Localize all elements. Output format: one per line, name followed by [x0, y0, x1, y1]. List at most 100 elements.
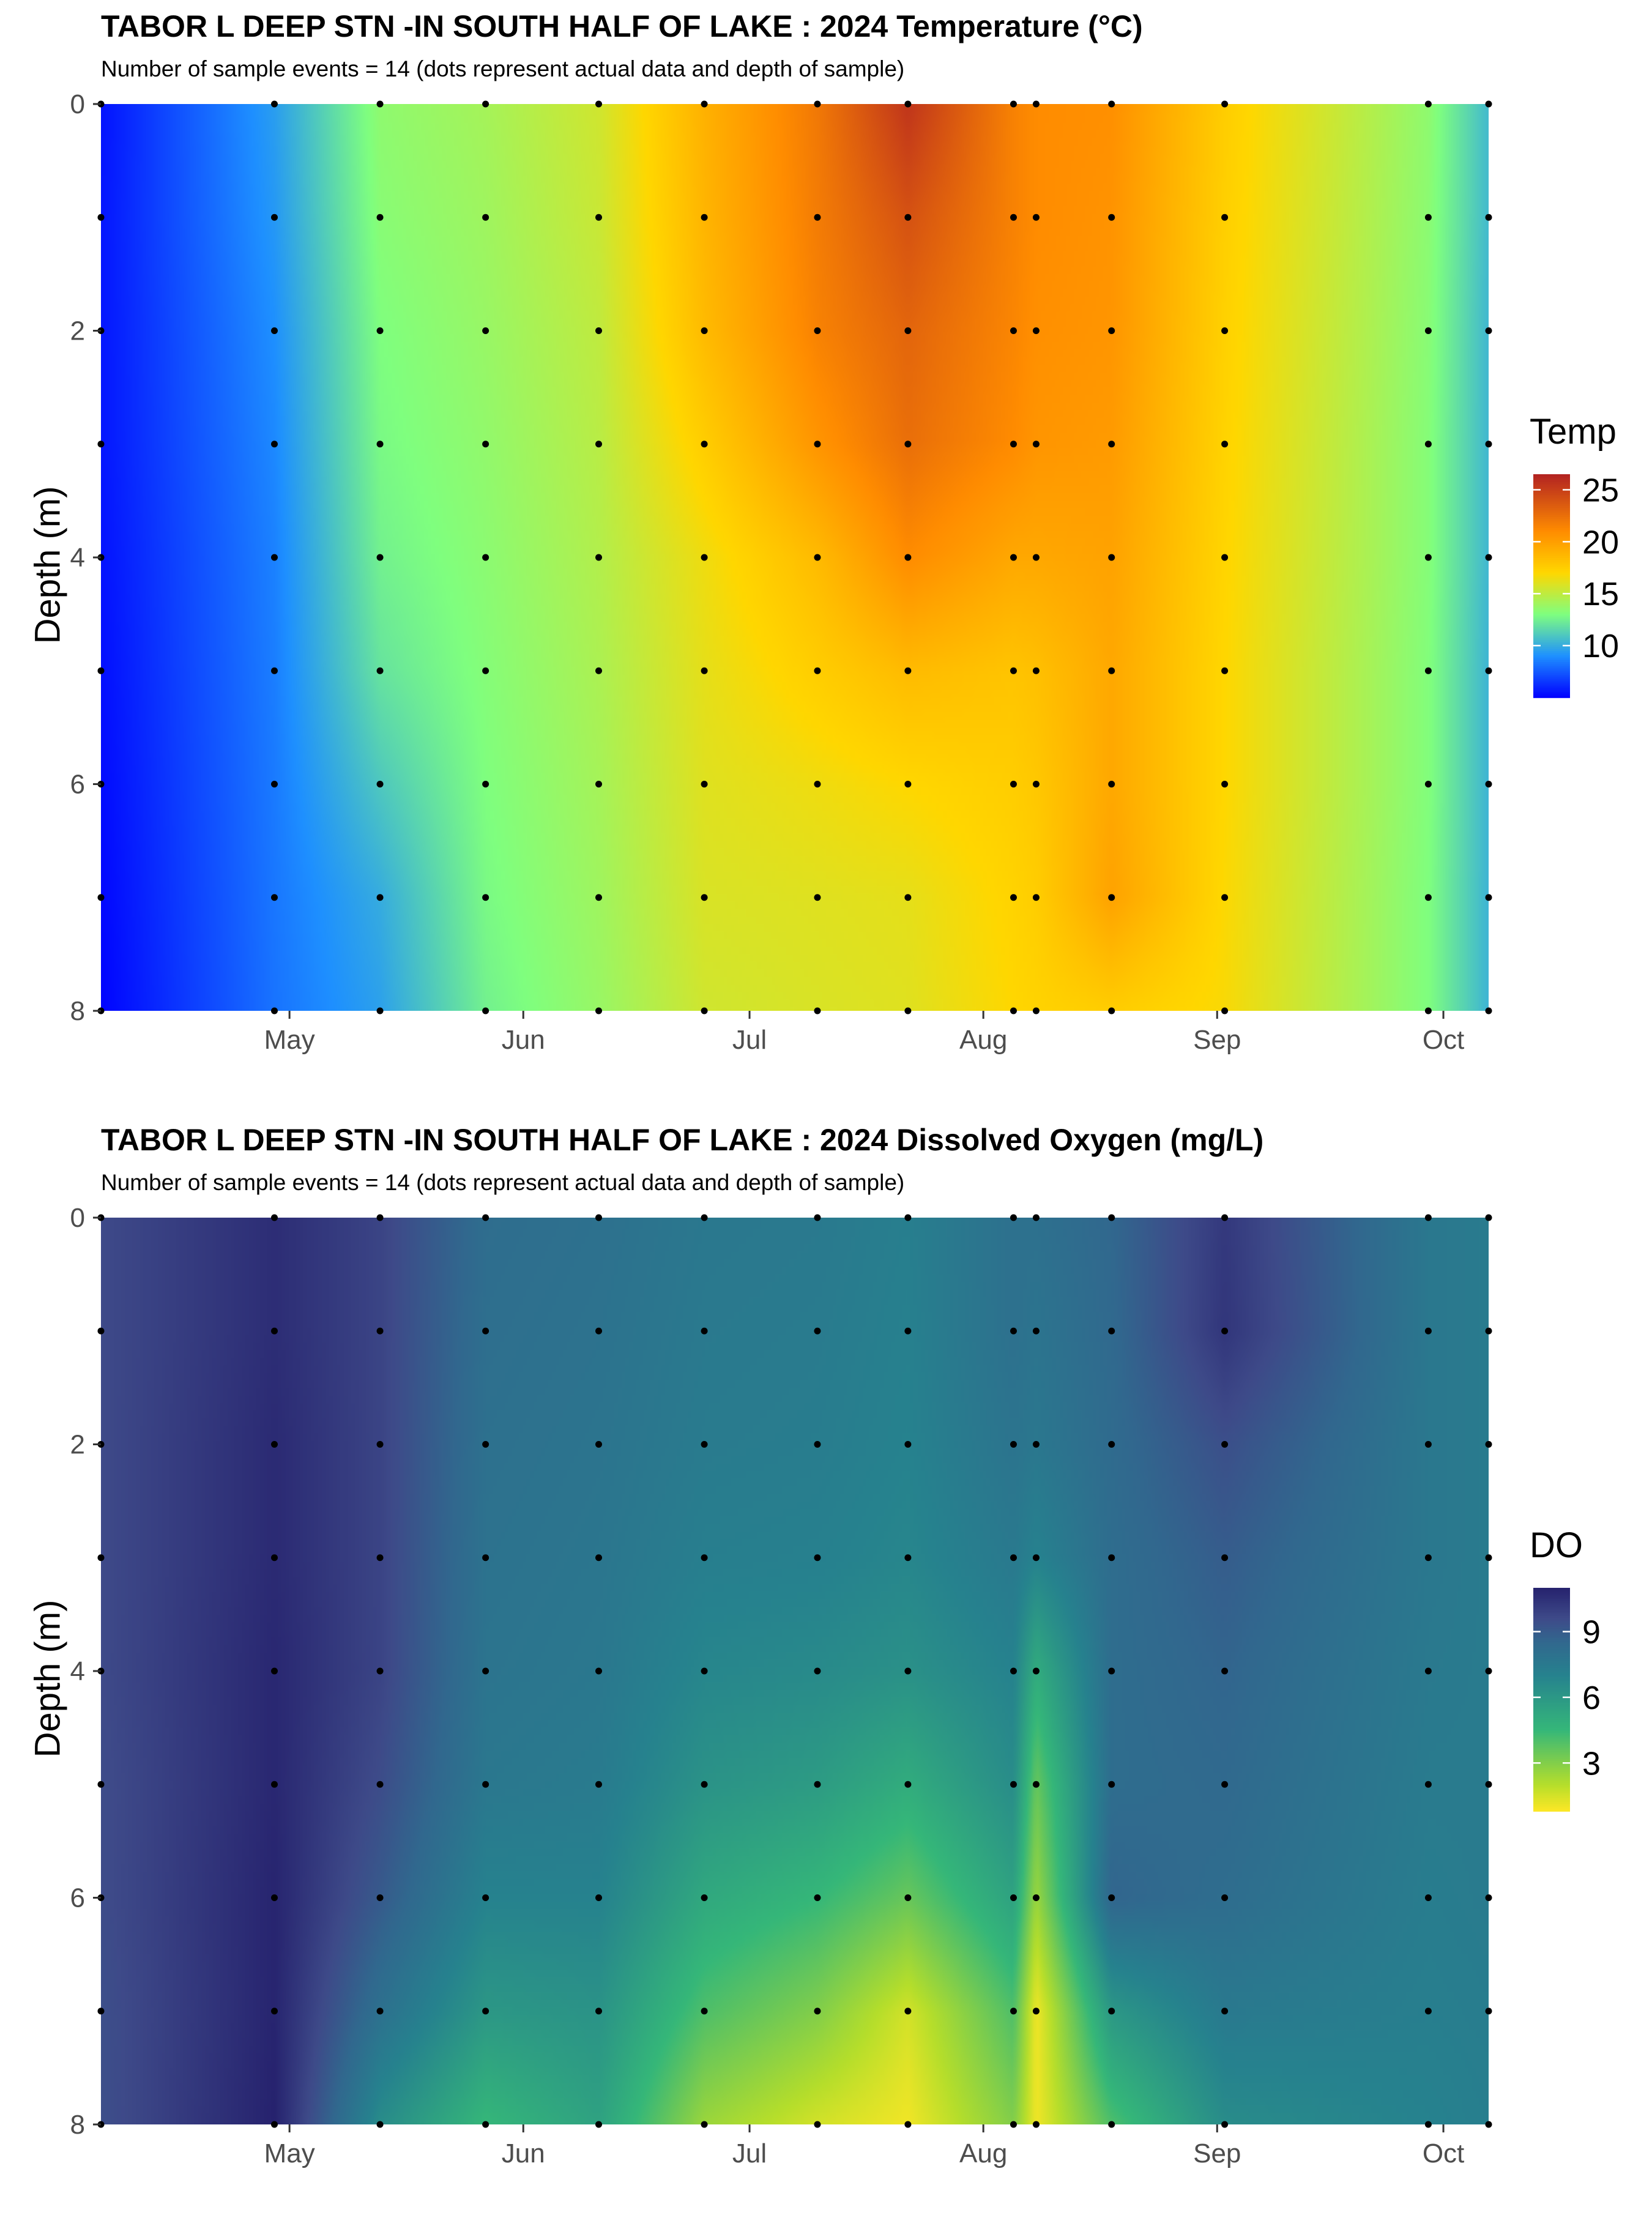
- sample-dot: [376, 1214, 384, 1221]
- legend-colorbar-segment: [1533, 1685, 1570, 1688]
- legend-colorbar-segment: [1533, 1803, 1570, 1806]
- sample-dot: [1108, 1554, 1115, 1562]
- legend-colorbar-segment: [1533, 641, 1570, 644]
- sample-dot: [701, 1007, 708, 1014]
- sample-dot: [814, 1894, 821, 1901]
- sample-dot: [271, 2008, 278, 2015]
- y-tick-label: 4: [70, 543, 85, 573]
- sample-dot: [1424, 100, 1432, 108]
- sample-dot: [482, 1214, 489, 1221]
- sample-dot: [1424, 2008, 1432, 2015]
- legend-colorbar-segment: [1533, 1718, 1570, 1721]
- legend-colorbar-segment: [1533, 614, 1570, 616]
- sample-dot: [904, 1667, 912, 1675]
- legend-colorbar-segment: [1533, 623, 1570, 626]
- sample-dot: [97, 1781, 105, 1788]
- sample-dot: [482, 554, 489, 561]
- legend-colorbar-segment: [1533, 1696, 1570, 1699]
- sample-dot: [701, 894, 708, 901]
- sample-dot: [904, 2121, 912, 2128]
- sample-dot: [595, 327, 603, 334]
- x-tick-label: Oct: [1423, 2139, 1464, 2168]
- y-tick-label: 6: [70, 1883, 85, 1913]
- legend-colorbar-segment: [1533, 487, 1570, 490]
- sample-dot: [1108, 1327, 1115, 1335]
- legend-colorbar-segment: [1533, 541, 1570, 544]
- legend-colorbar-segment: [1533, 650, 1570, 653]
- legend-colorbar-segment: [1533, 616, 1570, 619]
- legend-tick-label: 20: [1582, 524, 1619, 560]
- legend-colorbar-segment: [1533, 580, 1570, 583]
- legend-colorbar-segment: [1533, 1697, 1570, 1700]
- sample-dot: [376, 667, 384, 674]
- legend-colorbar-segment: [1533, 511, 1570, 514]
- legend-colorbar-segment: [1533, 1669, 1570, 1672]
- sample-dot: [904, 894, 912, 901]
- sample-dot: [1010, 1554, 1017, 1562]
- sample-dot: [701, 214, 708, 221]
- sample-dot: [1108, 2008, 1115, 2015]
- sample-dot: [595, 1327, 603, 1335]
- sample-dot: [814, 1327, 821, 1335]
- legend-colorbar-segment: [1533, 658, 1570, 661]
- legend-colorbar-segment: [1533, 595, 1570, 598]
- sample-dot: [814, 214, 821, 221]
- sample-dot: [595, 1214, 603, 1221]
- sample-dot: [1221, 554, 1229, 561]
- sample-dot: [1010, 327, 1017, 334]
- sample-dot: [1108, 894, 1115, 901]
- legend-colorbar-segment: [1533, 1651, 1570, 1654]
- legend-colorbar-segment: [1533, 608, 1570, 611]
- sample-dot: [595, 554, 603, 561]
- sample-dot: [97, 1327, 105, 1335]
- legend-colorbar-segment: [1533, 1606, 1570, 1609]
- sample-dot: [814, 1007, 821, 1014]
- sample-dot: [271, 1441, 278, 1448]
- x-tick-label: Jul: [732, 1025, 767, 1055]
- sample-dot: [1424, 781, 1432, 787]
- legend-colorbar-segment: [1533, 1755, 1570, 1758]
- legend-colorbar-segment: [1533, 1731, 1570, 1734]
- legend-colorbar-segment: [1533, 498, 1570, 501]
- y-tick-label: 0: [70, 89, 85, 119]
- legend-colorbar-segment: [1533, 516, 1570, 519]
- legend-colorbar-segment: [1533, 586, 1570, 589]
- sample-dot: [376, 214, 384, 221]
- legend-colorbar-segment: [1533, 491, 1570, 494]
- legend-colorbar-segment: [1533, 557, 1570, 560]
- legend-tick-label: 9: [1582, 1614, 1601, 1651]
- sample-dot: [1485, 1781, 1492, 1788]
- legend-colorbar-segment: [1533, 478, 1570, 480]
- sample-dot: [482, 100, 489, 108]
- legend-colorbar-segment: [1533, 584, 1570, 587]
- legend-colorbar-segment: [1533, 1766, 1570, 1769]
- legend-colorbar-segment: [1533, 1778, 1570, 1781]
- sample-dot: [1485, 781, 1492, 787]
- sample-dot: [904, 2008, 912, 2015]
- sample-dot: [595, 1441, 603, 1448]
- sample-dot: [376, 1781, 384, 1788]
- sample-dot: [814, 2008, 821, 2015]
- sample-dot: [482, 1554, 489, 1562]
- sample-dot: [1485, 1441, 1492, 1448]
- sample-dot: [595, 2121, 603, 2128]
- sample-dot: [1221, 2008, 1229, 2015]
- sample-dot: [814, 1781, 821, 1788]
- sample-dot: [904, 1007, 912, 1014]
- sample-dot: [1424, 667, 1432, 674]
- sample-dot: [1108, 441, 1115, 448]
- sample-dot: [595, 1667, 603, 1675]
- sample-dot: [1032, 894, 1040, 901]
- sample-dot: [271, 894, 278, 901]
- legend-colorbar-segment: [1533, 619, 1570, 622]
- sample-dot: [271, 1554, 278, 1562]
- sample-dot: [1221, 894, 1229, 901]
- sample-dot: [1424, 1214, 1432, 1221]
- sample-dot: [1010, 554, 1017, 561]
- sample-dot: [701, 781, 708, 787]
- legend-colorbar-segment: [1533, 1645, 1570, 1648]
- legend-colorbar-segment: [1533, 1760, 1570, 1763]
- sample-dot: [1010, 1441, 1017, 1448]
- legend-colorbar-segment: [1533, 1647, 1570, 1650]
- legend-colorbar-segment: [1533, 1623, 1570, 1626]
